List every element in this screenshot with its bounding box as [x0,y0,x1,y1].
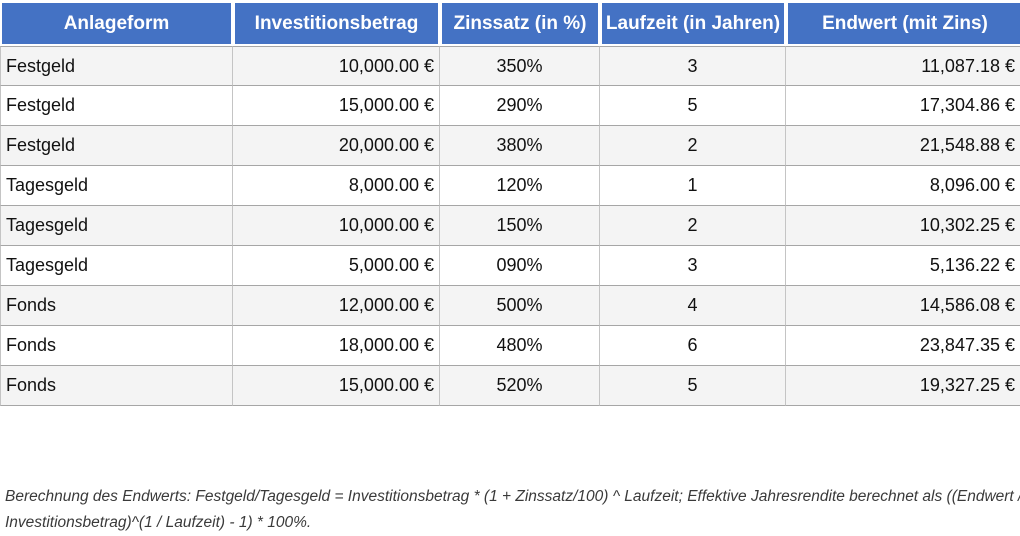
table-cell: Festgeld [0,126,233,166]
table-cell: 350% [440,46,600,86]
table-row: Fonds 15,000.00 €520% 5 19,327.25 € [0,366,1020,406]
table-header-row: Anlageform Investitionsbetrag Zinssatz (in… [0,0,1020,46]
calculation-note-line2: Investitionsbetrag)^(1 / Laufzeit) - 1) … [5,514,312,531]
table-cell: 5,136.22 € [786,246,1020,286]
table-cell: 480% [440,326,600,366]
table-cell: Tagesgeld [0,206,233,246]
table-cell: 11,087.18 € [786,46,1020,86]
table-cell: Fonds [0,326,233,366]
table-row: Tagesgeld 8,000.00 €120% 1 8,096.00 € [0,166,1020,206]
table-cell: 10,000.00 € [233,206,440,246]
column-header-anlageform: Anlageform [0,0,233,46]
table-cell: 500% [440,286,600,326]
table-cell: 23,847.35 € [786,326,1020,366]
table-cell: 2 [600,126,786,166]
table-cell: Fonds [0,366,233,406]
table-cell: 520% [440,366,600,406]
table-cell: 8,096.00 € [786,166,1020,206]
table-cell: 290% [440,86,600,126]
table-cell: Festgeld [0,46,233,86]
table-cell: 5,000.00 € [233,246,440,286]
table-cell: 090% [440,246,600,286]
table-cell: 6 [600,326,786,366]
table-cell: 380% [440,126,600,166]
table-cell: 120% [440,166,600,206]
table-cell: 2 [600,206,786,246]
table-cell: 8,000.00 € [233,166,440,206]
table-cell: 14,586.08 € [786,286,1020,326]
table-cell: Tagesgeld [0,246,233,286]
table-cell: Tagesgeld [0,166,233,206]
table-cell: 21,548.88 € [786,126,1020,166]
investment-table: Anlageform Investitionsbetrag Zinssatz (in… [0,0,1020,406]
table-cell: 3 [600,246,786,286]
column-header-laufzeit-in-jahren: Laufzeit (in Jahren) [600,0,786,46]
table-cell: 17,304.86 € [786,86,1020,126]
investment-table-container: Anlageform Investitionsbetrag Zinssatz (in… [0,0,1020,406]
column-header-investitionsbetrag: Investitionsbetrag [233,0,440,46]
calculation-note-line1: Berechnung des Endwerts: Festgeld/Tagesg… [5,488,1020,505]
table-body: Festgeld 10,000.00 €350% 3 11,087.18 € Festg… [0,46,1020,406]
column-header-zinssatz-in: Zinssatz (in %) [440,0,600,46]
table-cell: 5 [600,86,786,126]
calculation-note: Berechnung des Endwerts: Festgeld/Tagesg… [5,484,1020,536]
table-cell: 5 [600,366,786,406]
table-cell: 1 [600,166,786,206]
table-row: Tagesgeld 5,000.00 €090% 3 5,136.22 € [0,246,1020,286]
table-cell: Fonds [0,286,233,326]
table-row: Festgeld 10,000.00 €350% 3 11,087.18 € [0,46,1020,86]
table-cell: 10,302.25 € [786,206,1020,246]
table-row: Festgeld 15,000.00 €290% 5 17,304.86 € [0,86,1020,126]
table-cell: 150% [440,206,600,246]
table-cell: 18,000.00 € [233,326,440,366]
table-row: Festgeld 20,000.00 €380% 2 21,548.88 € [0,126,1020,166]
table-cell: 15,000.00 € [233,86,440,126]
table-cell: 19,327.25 € [786,366,1020,406]
table-cell: 4 [600,286,786,326]
table-cell: 12,000.00 € [233,286,440,326]
table-cell: 10,000.00 € [233,46,440,86]
table-cell: 20,000.00 € [233,126,440,166]
table-cell: 3 [600,46,786,86]
table-row: Fonds 12,000.00 €500% 4 14,586.08 € [0,286,1020,326]
table-cell: 15,000.00 € [233,366,440,406]
table-row: Tagesgeld 10,000.00 €150% 2 10,302.25 € [0,206,1020,246]
column-header-endwert-mit-zins: Endwert (mit Zins) [786,0,1020,46]
table-cell: Festgeld [0,86,233,126]
table-row: Fonds 18,000.00 €480% 6 23,847.35 € [0,326,1020,366]
